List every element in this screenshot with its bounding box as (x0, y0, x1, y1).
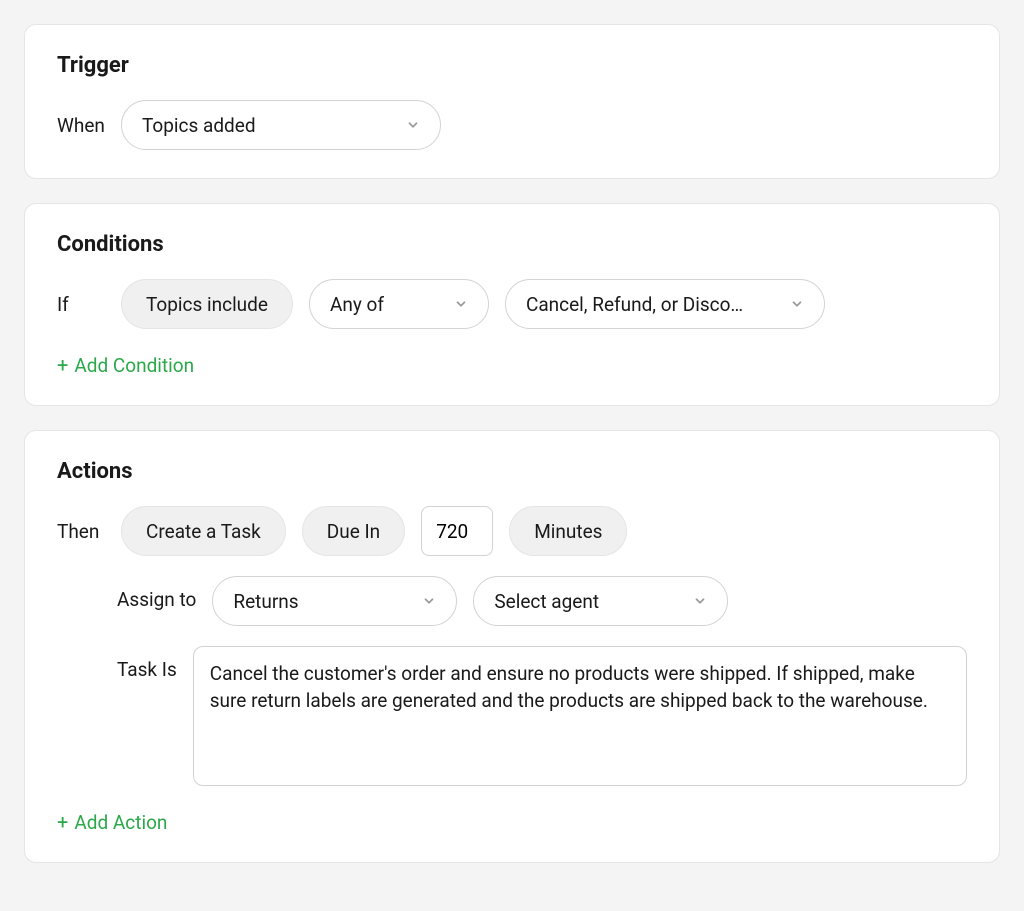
add-condition-button[interactable]: + Add Condition (57, 353, 194, 377)
condition-value-dropdown[interactable]: Cancel, Refund, or Disco… (505, 279, 825, 329)
then-label: Then (57, 520, 105, 543)
condition-row: If Topics include Any of Cancel, Refund,… (57, 279, 967, 329)
assign-to-label: Assign to (57, 576, 196, 611)
action-row: Then Create a Task Due In Minutes (57, 506, 967, 556)
condition-field-pill: Topics include (121, 279, 293, 329)
plus-icon: + (57, 810, 68, 834)
add-action-label: Add Action (74, 811, 167, 834)
conditions-card: Conditions If Topics include Any of Canc… (24, 203, 1000, 406)
assign-team-dropdown[interactable]: Returns (212, 576, 457, 626)
conditions-title: Conditions (57, 232, 967, 257)
when-label: When (57, 114, 105, 137)
actions-card: Actions Then Create a Task Due In Minute… (24, 430, 1000, 863)
trigger-event-dropdown[interactable]: Topics added (121, 100, 441, 150)
action-type-label: Create a Task (146, 520, 261, 543)
due-unit-pill: Minutes (509, 506, 627, 556)
action-type-pill: Create a Task (121, 506, 286, 556)
trigger-title: Trigger (57, 53, 967, 78)
chevron-down-icon (693, 594, 707, 608)
chevron-down-icon (454, 297, 468, 311)
condition-operator-value: Any of (330, 293, 384, 316)
due-in-pill: Due In (302, 506, 405, 556)
due-value-input[interactable] (421, 506, 493, 556)
assign-agent-value: Select agent (494, 590, 599, 613)
if-label: If (57, 293, 105, 316)
task-is-label: Task Is (57, 646, 177, 681)
add-condition-label: Add Condition (74, 354, 194, 377)
task-description-textarea[interactable]: Cancel the customer's order and ensure n… (193, 646, 967, 786)
trigger-card: Trigger When Topics added (24, 24, 1000, 179)
condition-field-label: Topics include (146, 293, 268, 316)
actions-title: Actions (57, 459, 967, 484)
add-action-button[interactable]: + Add Action (57, 810, 167, 834)
trigger-event-value: Topics added (142, 114, 256, 137)
due-unit-label: Minutes (534, 520, 602, 543)
assign-row: Assign to Returns Select agent (57, 576, 967, 626)
chevron-down-icon (790, 297, 804, 311)
trigger-row: When Topics added (57, 100, 967, 150)
condition-value-display: Cancel, Refund, or Disco… (526, 293, 743, 316)
task-is-row: Task Is Cancel the customer's order and … (57, 646, 967, 786)
condition-operator-dropdown[interactable]: Any of (309, 279, 489, 329)
assign-agent-dropdown[interactable]: Select agent (473, 576, 728, 626)
plus-icon: + (57, 353, 68, 377)
chevron-down-icon (422, 594, 436, 608)
chevron-down-icon (406, 118, 420, 132)
due-in-label: Due In (327, 520, 380, 543)
assign-team-value: Returns (233, 590, 298, 613)
